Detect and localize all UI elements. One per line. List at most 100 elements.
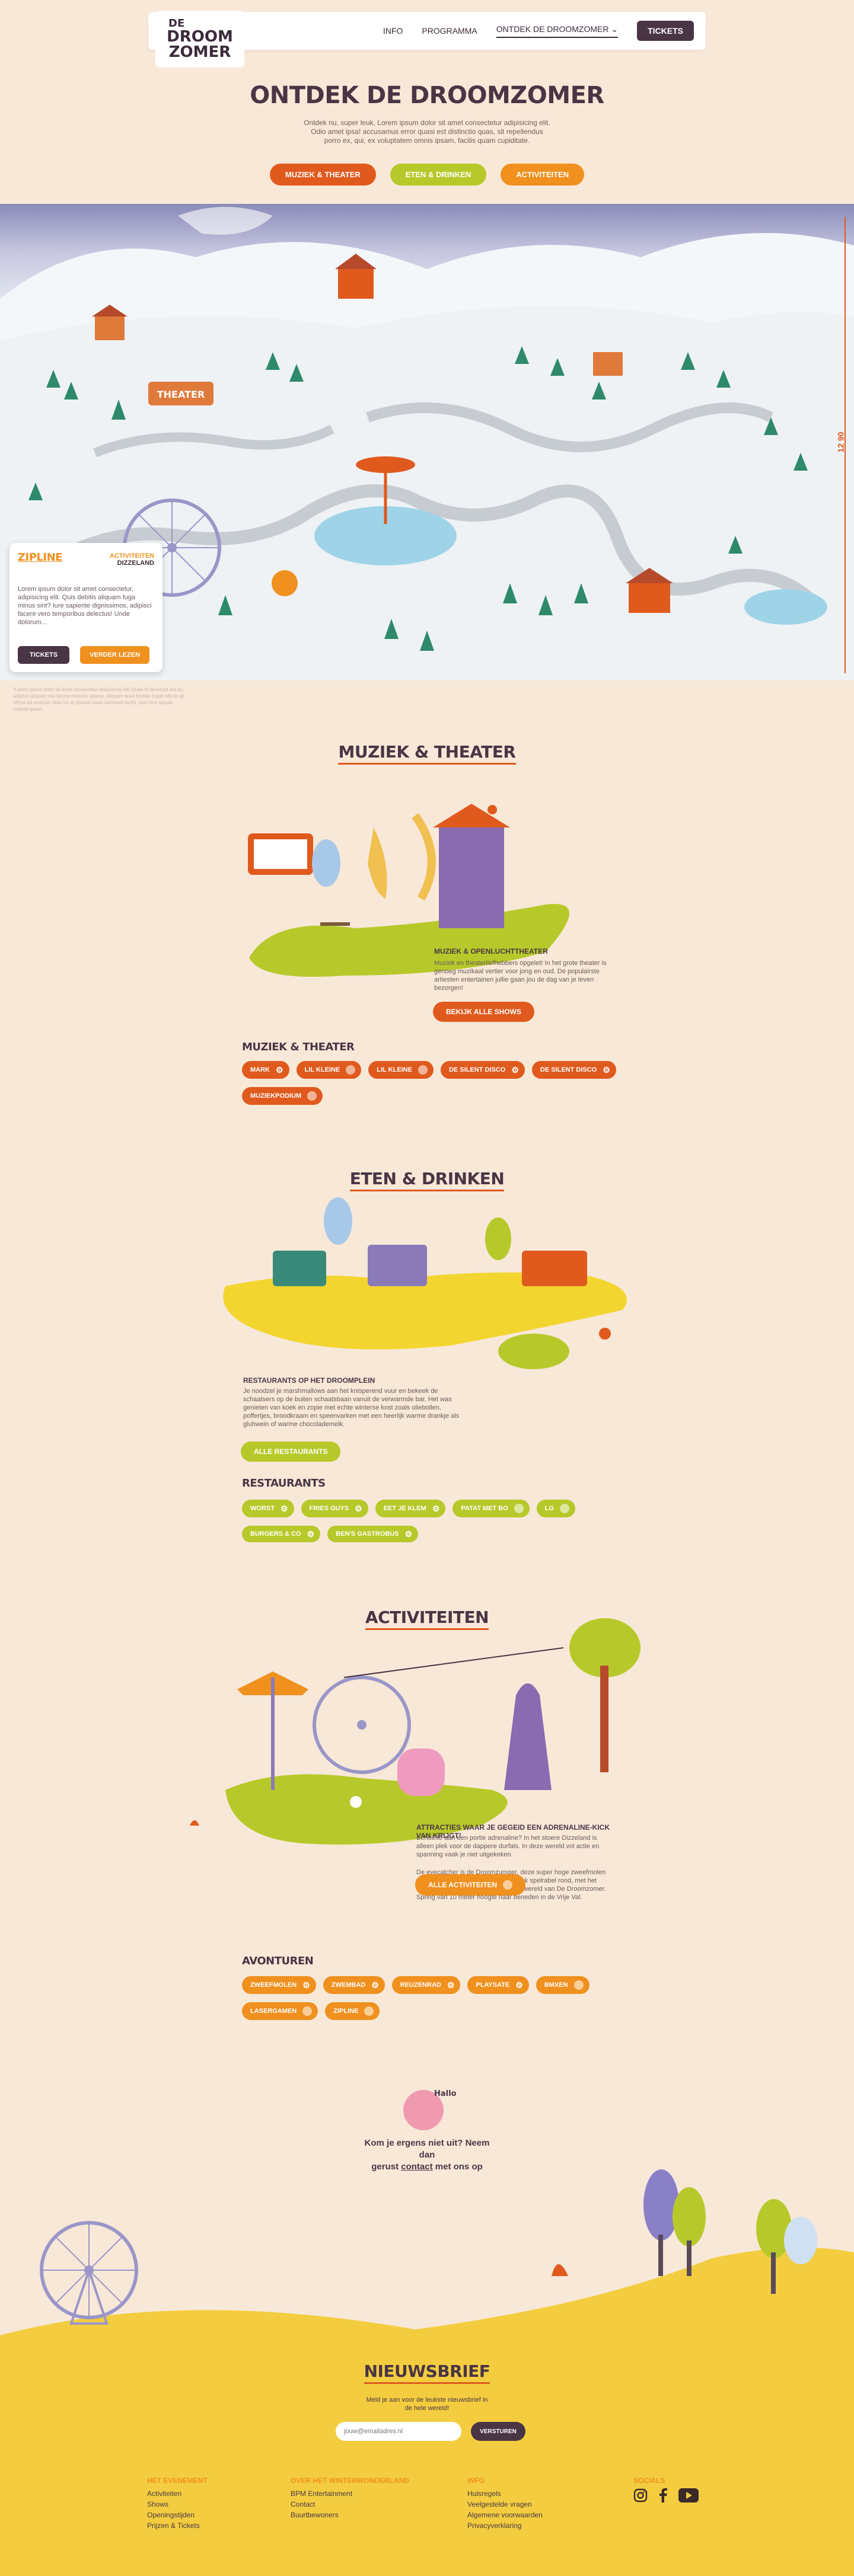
nav-item-ontdek[interactable]: ONTDEK DE DROOMZOMER ⌄ <box>496 24 619 38</box>
zipline-card-text: Lorem ipsum dolor sit amet consectetur, … <box>18 586 152 626</box>
tag-label: BURGERS & CO <box>250 1530 301 1538</box>
tag-item[interactable]: MUZIEKPODIUM <box>242 1087 323 1105</box>
facebook-icon[interactable] <box>658 2488 668 2503</box>
nav-item-ontdek-label: ONTDEK DE DROOMZOMER <box>496 24 609 34</box>
food-restaurants-button[interactable]: ALLE RESTAURANTS <box>241 1442 341 1462</box>
zipline-read-more-button[interactable]: VERDER LEZEN <box>80 646 150 664</box>
tag-item[interactable]: MARK ⚙ <box>242 1061 289 1079</box>
circle-icon <box>346 1065 356 1075</box>
tag-item[interactable]: BURGERS & CO ⚙ <box>242 1526 321 1542</box>
tag-item[interactable]: WORST ⚙ <box>242 1500 294 1517</box>
category-music-button[interactable]: MUZIEK & THEATER <box>269 164 376 186</box>
circle-icon <box>302 2006 313 2016</box>
nav-item-info[interactable]: INFO <box>383 26 403 36</box>
contact-prompt: Kom je ergens niet uit? Neem dan gerust … <box>356 2137 498 2173</box>
tag-label: REUZENRAD <box>400 1981 441 1989</box>
newsletter-title: NIEUWSBRIEF <box>0 2361 854 2384</box>
contact-link[interactable]: contact <box>401 2162 433 2172</box>
newsletter-title-text: NIEUWSBRIEF <box>364 2361 490 2384</box>
tag-label: LASERGAMEN <box>250 2008 297 2015</box>
gear-icon: ⚙ <box>307 1529 315 1539</box>
activities-list-title: AVONTUREN <box>242 1955 314 1967</box>
logo-line-1: DE <box>168 17 185 30</box>
tag-label: MARK <box>250 1066 270 1073</box>
newsletter-email-input[interactable] <box>336 2422 461 2441</box>
tag-item[interactable]: ZWEMBAD ⚙ <box>323 1976 385 1994</box>
footer-landscape <box>0 2169 854 2576</box>
gear-icon: ⚙ <box>404 1529 413 1539</box>
tag-label: PLAYSATE <box>476 1981 510 1989</box>
tag-item[interactable]: FRIES GUYS ⚙ <box>301 1500 368 1517</box>
tag-label: MUZIEKPODIUM <box>250 1092 302 1100</box>
food-list-title: RESTAURANTS <box>242 1477 326 1490</box>
footer-col-info: INFO Huisregels Veelgestelde vragen Alge… <box>467 2476 543 2531</box>
footer-link[interactable]: Contact <box>291 2500 316 2508</box>
footer-link[interactable]: Veelgestelde vragen <box>467 2500 532 2508</box>
contact-line-2-start: gerust <box>371 2162 401 2172</box>
activities-feature-text-1: Behoefte aan een portie adrenaline? In h… <box>416 1834 600 1858</box>
instagram-icon[interactable] <box>633 2488 648 2503</box>
footer-col-title: SOCIALS <box>633 2476 665 2485</box>
footer-link[interactable]: Openingstijden <box>147 2511 195 2519</box>
gear-icon: ⚙ <box>432 1504 440 1513</box>
circle-icon <box>503 1880 513 1890</box>
tag-label: WORST <box>250 1505 275 1512</box>
zipline-tickets-button[interactable]: TICKETS <box>18 646 70 664</box>
youtube-icon[interactable] <box>678 2488 699 2503</box>
tag-item[interactable]: LIL KLEINE <box>368 1061 434 1079</box>
zipline-location-label: DIZZELAND <box>117 560 154 567</box>
tag-label: ZWEMBAD <box>331 1981 366 1989</box>
tag-label: FRIES GUYS <box>309 1505 349 1512</box>
tickets-button[interactable]: TICKETS <box>637 21 694 41</box>
contact-line-1: Kom je ergens niet uit? Neem dan <box>364 2138 490 2160</box>
tag-item[interactable]: LIL KLEINE <box>296 1061 362 1079</box>
circle-icon <box>418 1065 428 1075</box>
tag-item[interactable]: REUZENRAD ⚙ <box>391 1976 461 1994</box>
tag-item[interactable]: BMXEN <box>536 1976 589 1994</box>
footer-link[interactable]: Privacyverklaring <box>467 2521 522 2530</box>
tag-item[interactable]: DE SILENT DISCO ⚙ <box>440 1061 525 1079</box>
category-food-button[interactable]: ETEN & DRINKEN <box>390 164 487 186</box>
activities-button-label: ALLE ACTIVITEITEN <box>428 1881 498 1889</box>
tag-label: EET JE KLEM <box>383 1505 426 1512</box>
music-shows-button[interactable]: BEKIJK ALLE SHOWS <box>433 1002 534 1022</box>
tag-label: LIL KLEINE <box>377 1066 412 1073</box>
tag-item[interactable]: LASERGAMEN <box>242 2002 318 2020</box>
interactive-park-map[interactable]: THEATER <box>0 204 854 680</box>
category-activities-button[interactable]: ACTIVITEITEN <box>501 164 585 186</box>
tag-item[interactable]: PATAT MET BO <box>453 1500 530 1517</box>
newsletter-submit-button[interactable]: VERSTUREN <box>471 2422 525 2441</box>
activities-feature-title: ATTRACTIES WAAR JE GEGEID EEN ADRENALINE… <box>416 1823 610 1840</box>
activities-button[interactable]: ALLE ACTIVITEITEN <box>415 1874 526 1896</box>
footer-link[interactable]: Huisregels <box>467 2489 501 2498</box>
tag-item[interactable]: BEN'S GASTROBUS ⚙ <box>327 1526 419 1542</box>
footer-col-about: OVER HET WINTERWONDERLAND BPM Entertainm… <box>291 2476 409 2520</box>
map-illustration: THEATER <box>0 207 854 680</box>
zipline-card-category: ACTIVITEITEN DIZZELAND <box>110 552 154 567</box>
footer-link[interactable]: Prijzen & Tickets <box>147 2521 200 2530</box>
tag-label: DE SILENT DISCO <box>540 1066 597 1073</box>
tag-item[interactable]: LG <box>536 1500 575 1517</box>
footer-link[interactable]: Algemene voorwaarden <box>467 2511 543 2519</box>
contact-speech-bubble: Hallo <box>403 2089 457 2130</box>
tag-label: ZIPLINE <box>333 2008 359 2015</box>
tag-label: BMXEN <box>544 1981 568 1989</box>
footer-link[interactable]: BPM Entertainment <box>291 2489 353 2498</box>
nav-item-programma[interactable]: PROGRAMMA <box>422 26 477 36</box>
tag-item[interactable]: DE SILENT DISCO ⚙ <box>531 1061 616 1079</box>
food-feature-text: Je noodzel je marshmallows aan het knisp… <box>243 1388 460 1428</box>
footer-link[interactable]: Shows <box>147 2500 169 2508</box>
food-title-text: ETEN & DRINKEN <box>349 1169 505 1191</box>
tag-item[interactable]: PLAYSATE ⚙ <box>467 1976 529 1994</box>
music-section-title: MUZIEK & THEATER <box>0 742 854 765</box>
food-illustration <box>223 1197 627 1369</box>
tag-item[interactable]: ZWEEFMOLEN ⚙ <box>242 1976 316 1994</box>
tag-item[interactable]: ZIPLINE <box>325 2002 380 2020</box>
page-title: ONTDEK DE DROOMZOMER <box>250 82 604 109</box>
tag-item[interactable]: EET JE KLEM ⚙ <box>375 1500 446 1517</box>
top-nav: DE DROOM ZOMER INFO PROGRAMMA ONTDEK DE … <box>148 11 706 68</box>
music-illustration <box>248 804 569 977</box>
footer-link[interactable]: Activiteiten <box>147 2489 182 2498</box>
logo[interactable]: DE DROOM ZOMER <box>155 11 244 68</box>
footer-link[interactable]: Buurtbewoners <box>291 2511 339 2519</box>
